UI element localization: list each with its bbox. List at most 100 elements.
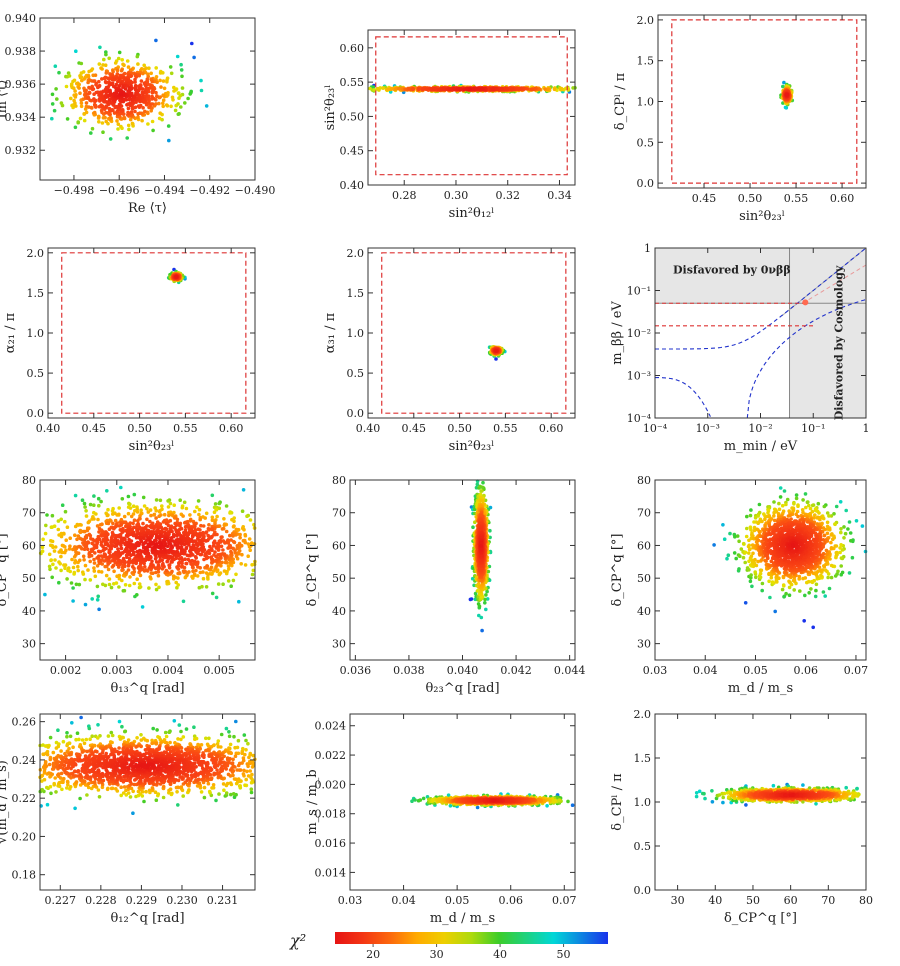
data-point bbox=[824, 548, 829, 553]
data-point bbox=[108, 137, 113, 141]
y-tick-label: 2.0 bbox=[27, 247, 45, 260]
data-point bbox=[131, 504, 136, 509]
data-point bbox=[176, 91, 181, 95]
data-point bbox=[117, 524, 122, 528]
data-point bbox=[82, 77, 86, 81]
data-point bbox=[172, 85, 176, 90]
y-tick-label: 0.5 bbox=[637, 136, 655, 149]
data-point bbox=[193, 509, 197, 514]
data-point bbox=[217, 506, 222, 511]
data-point bbox=[117, 573, 122, 578]
data-point bbox=[67, 74, 72, 78]
data-point bbox=[161, 101, 165, 106]
data-point bbox=[52, 549, 57, 553]
data-point bbox=[205, 550, 209, 554]
data-point bbox=[215, 563, 219, 567]
data-point bbox=[229, 584, 233, 588]
data-point bbox=[815, 516, 820, 520]
data-point bbox=[794, 496, 799, 501]
data-point bbox=[48, 567, 52, 572]
data-point bbox=[150, 90, 155, 95]
data-point bbox=[75, 537, 79, 542]
data-point bbox=[174, 580, 178, 585]
data-point bbox=[242, 527, 246, 532]
no-upper-curve bbox=[655, 247, 867, 350]
data-point bbox=[844, 508, 848, 513]
data-point bbox=[113, 61, 118, 65]
data-point bbox=[51, 562, 55, 567]
data-point bbox=[142, 504, 147, 508]
data-point bbox=[797, 574, 802, 579]
data-point bbox=[172, 503, 176, 508]
data-point bbox=[184, 561, 188, 566]
data-point bbox=[831, 537, 835, 541]
data-point bbox=[240, 509, 245, 513]
data-point bbox=[218, 571, 223, 575]
data-point bbox=[177, 96, 181, 100]
data-point bbox=[180, 74, 184, 79]
data-point bbox=[83, 577, 87, 582]
data-point bbox=[494, 357, 498, 361]
data-point bbox=[137, 73, 141, 78]
data-point bbox=[149, 109, 153, 113]
data-point bbox=[251, 568, 256, 573]
data-point bbox=[171, 574, 176, 578]
data-point bbox=[96, 496, 101, 501]
data-point bbox=[847, 520, 852, 524]
data-point bbox=[247, 537, 252, 541]
data-point bbox=[743, 560, 747, 565]
data-point bbox=[836, 569, 840, 574]
data-point bbox=[55, 97, 59, 101]
chart-p1: −0.498 −0.496 −0.494 −0.492 −0.4900.9320.934… bbox=[0, 12, 275, 216]
chart-p8: 0.036 0.038 0.040 0.042 0.044304050607080θ₂₃… bbox=[305, 474, 585, 696]
data-point bbox=[65, 117, 70, 121]
data-point bbox=[140, 90, 145, 95]
data-point bbox=[89, 68, 93, 73]
y-axis-label: Im ⟨τ⟩ bbox=[0, 80, 10, 119]
x-axis-label: m_min / eV bbox=[724, 439, 798, 454]
data-point bbox=[73, 125, 78, 130]
data-point bbox=[248, 548, 252, 552]
data-point bbox=[480, 628, 484, 633]
data-point bbox=[371, 85, 376, 89]
data-point bbox=[173, 543, 177, 547]
data-point bbox=[155, 94, 159, 99]
data-point bbox=[825, 520, 830, 525]
data-point bbox=[829, 563, 834, 568]
data-point bbox=[407, 87, 412, 91]
data-point bbox=[99, 570, 104, 574]
data-point bbox=[208, 544, 212, 549]
x-tick-label: −0.490 bbox=[235, 184, 276, 197]
data-point bbox=[99, 499, 103, 504]
x-tick-label: 0.40 bbox=[36, 422, 61, 435]
data-point bbox=[745, 566, 750, 570]
data-point bbox=[839, 564, 843, 568]
x-tick-label: 1 bbox=[863, 422, 870, 435]
plot-frame bbox=[657, 14, 867, 189]
data-point bbox=[162, 512, 167, 517]
data-point bbox=[211, 543, 216, 548]
data-point bbox=[224, 529, 229, 534]
data-point bbox=[89, 131, 93, 135]
allowed-range-box bbox=[671, 19, 858, 184]
data-point bbox=[157, 510, 162, 514]
data-point bbox=[150, 94, 154, 99]
data-point bbox=[756, 538, 761, 543]
data-point bbox=[87, 91, 92, 95]
data-point bbox=[759, 568, 764, 573]
data-point bbox=[176, 112, 181, 116]
data-point bbox=[92, 110, 97, 115]
data-point bbox=[231, 534, 235, 538]
data-point bbox=[777, 507, 782, 512]
data-point bbox=[143, 565, 147, 569]
data-point bbox=[760, 519, 764, 524]
data-point bbox=[126, 123, 131, 128]
data-point bbox=[152, 526, 156, 531]
data-point bbox=[183, 521, 187, 525]
data-point bbox=[40, 545, 45, 550]
data-point bbox=[117, 513, 121, 517]
data-point bbox=[398, 86, 402, 91]
y-tick-label: 30 bbox=[332, 638, 346, 651]
data-point bbox=[150, 559, 154, 564]
data-point bbox=[104, 573, 109, 578]
